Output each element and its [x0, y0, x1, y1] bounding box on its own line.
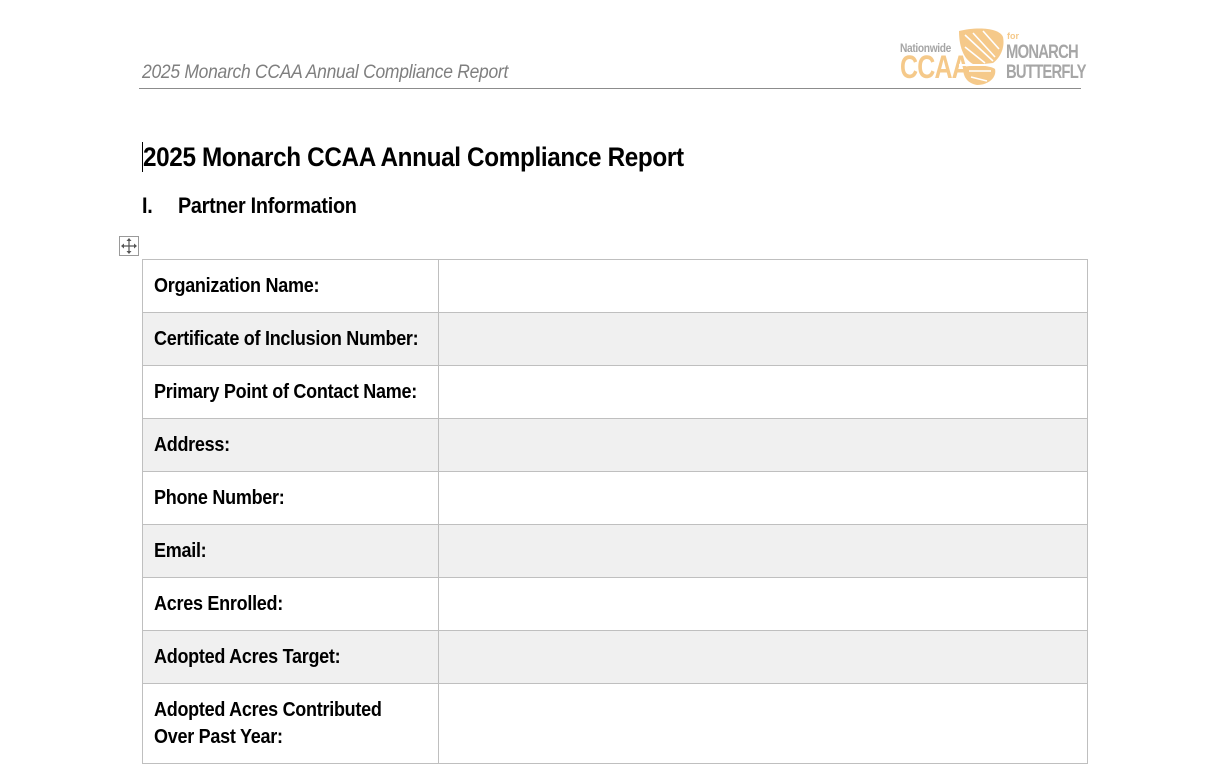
row-label: Adopted Acres Target:: [142, 630, 439, 684]
email-field[interactable]: [438, 524, 1088, 578]
row-label: Acres Enrolled:: [142, 577, 439, 631]
running-header-title: 2025 Monarch CCAA Annual Compliance Repo…: [142, 62, 509, 83]
text-cursor: [142, 142, 143, 172]
acres-enrolled-field[interactable]: [438, 577, 1088, 631]
table-row: Certificate of Inclusion Number:: [142, 312, 1088, 366]
butterfly-wing-icon: [959, 28, 1004, 85]
table-row: Acres Enrolled:: [142, 577, 1088, 631]
row-label: Adopted Acres Contributed Over Past Year…: [142, 683, 439, 764]
phone-number-field[interactable]: [438, 471, 1088, 525]
row-label: Address:: [142, 418, 439, 472]
section-number: I.: [142, 193, 153, 218]
adopted-acres-contributed-field[interactable]: [438, 683, 1088, 764]
row-label: Certificate of Inclusion Number:: [142, 312, 439, 366]
table-row: Primary Point of Contact Name:: [142, 365, 1088, 419]
table-row: Organization Name:: [142, 259, 1088, 313]
organization-name-field[interactable]: [438, 259, 1088, 313]
row-label: Organization Name:: [142, 259, 439, 313]
document-title[interactable]: 2025 Monarch CCAA Annual Compliance Repo…: [143, 142, 684, 172]
certificate-number-field[interactable]: [438, 312, 1088, 366]
table-row: Adopted Acres Contributed Over Past Year…: [142, 683, 1088, 764]
table-row: Address:: [142, 418, 1088, 472]
header-divider: [139, 88, 1081, 89]
table-row: Phone Number:: [142, 471, 1088, 525]
logo-nationwide-text: Nationwide: [900, 41, 952, 55]
address-field[interactable]: [438, 418, 1088, 472]
move-arrows-icon: [121, 238, 137, 254]
adopted-acres-target-field[interactable]: [438, 630, 1088, 684]
partner-information-table: Organization Name: Certificate of Inclus…: [142, 259, 1088, 764]
section-title: Partner Information: [178, 193, 357, 218]
contact-name-field[interactable]: [438, 365, 1088, 419]
logo-ccaa-text: CCAA: [900, 49, 970, 85]
row-label: Email:: [142, 524, 439, 578]
row-label: Primary Point of Contact Name:: [142, 365, 439, 419]
logo-for-text: for: [1007, 31, 1019, 41]
logo-butterfly-text: BUTTERFLY: [1006, 62, 1087, 83]
table-row: Adopted Acres Target:: [142, 630, 1088, 684]
monarch-ccaa-logo: Nationwide CCAA for MONARCH BUTTERFLY: [900, 27, 1087, 87]
section-heading[interactable]: I. Partner Information: [142, 193, 357, 219]
table-move-handle[interactable]: [119, 236, 139, 256]
logo-monarch-text: MONARCH: [1006, 42, 1079, 63]
table-row: Email:: [142, 524, 1088, 578]
row-label: Phone Number:: [142, 471, 439, 525]
